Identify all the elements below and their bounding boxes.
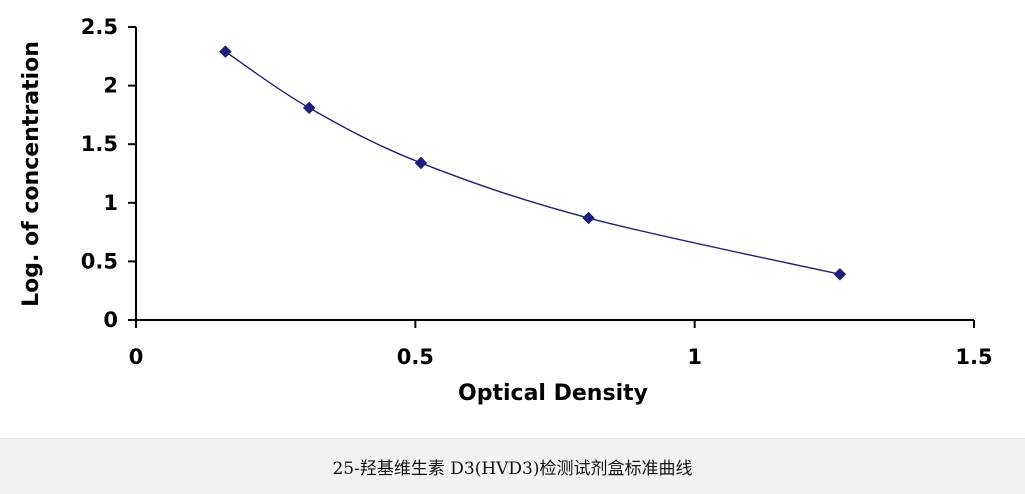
series [219,45,847,281]
x-axis-title: Optical Density [458,381,648,406]
standard-curve-chart: Optical Density Log. of concentration 00… [19,15,993,406]
x-tick-label: 1 [687,345,702,369]
y-tick-label: 0.5 [81,249,118,273]
caption-bar: 25-羟基维生素 D3(HVD3)检测试剂盒标准曲线 [0,438,1025,494]
y-tick-label: 2 [103,74,118,98]
data-point-marker [302,101,316,115]
axes [128,26,975,328]
x-tick-label: 1.5 [955,345,992,369]
x-tick-label: 0 [129,345,144,369]
y-tick-label: 1 [103,191,118,215]
data-point-marker [219,45,232,58]
data-point-marker [414,156,428,170]
y-axis-title: Log. of concentration [19,41,44,307]
y-tick-label: 1.5 [81,132,118,156]
labels: Optical Density Log. of concentration 00… [19,15,993,406]
x-tick-label: 0.5 [397,345,434,369]
data-point-marker [582,211,595,225]
chart-caption: 25-羟基维生素 D3(HVD3)检测试剂盒标准曲线 [332,459,693,479]
y-tick-label: 2.5 [81,15,118,39]
y-tick-label: 0 [103,308,118,332]
series-trendline [224,51,841,275]
data-point-marker [833,267,847,281]
